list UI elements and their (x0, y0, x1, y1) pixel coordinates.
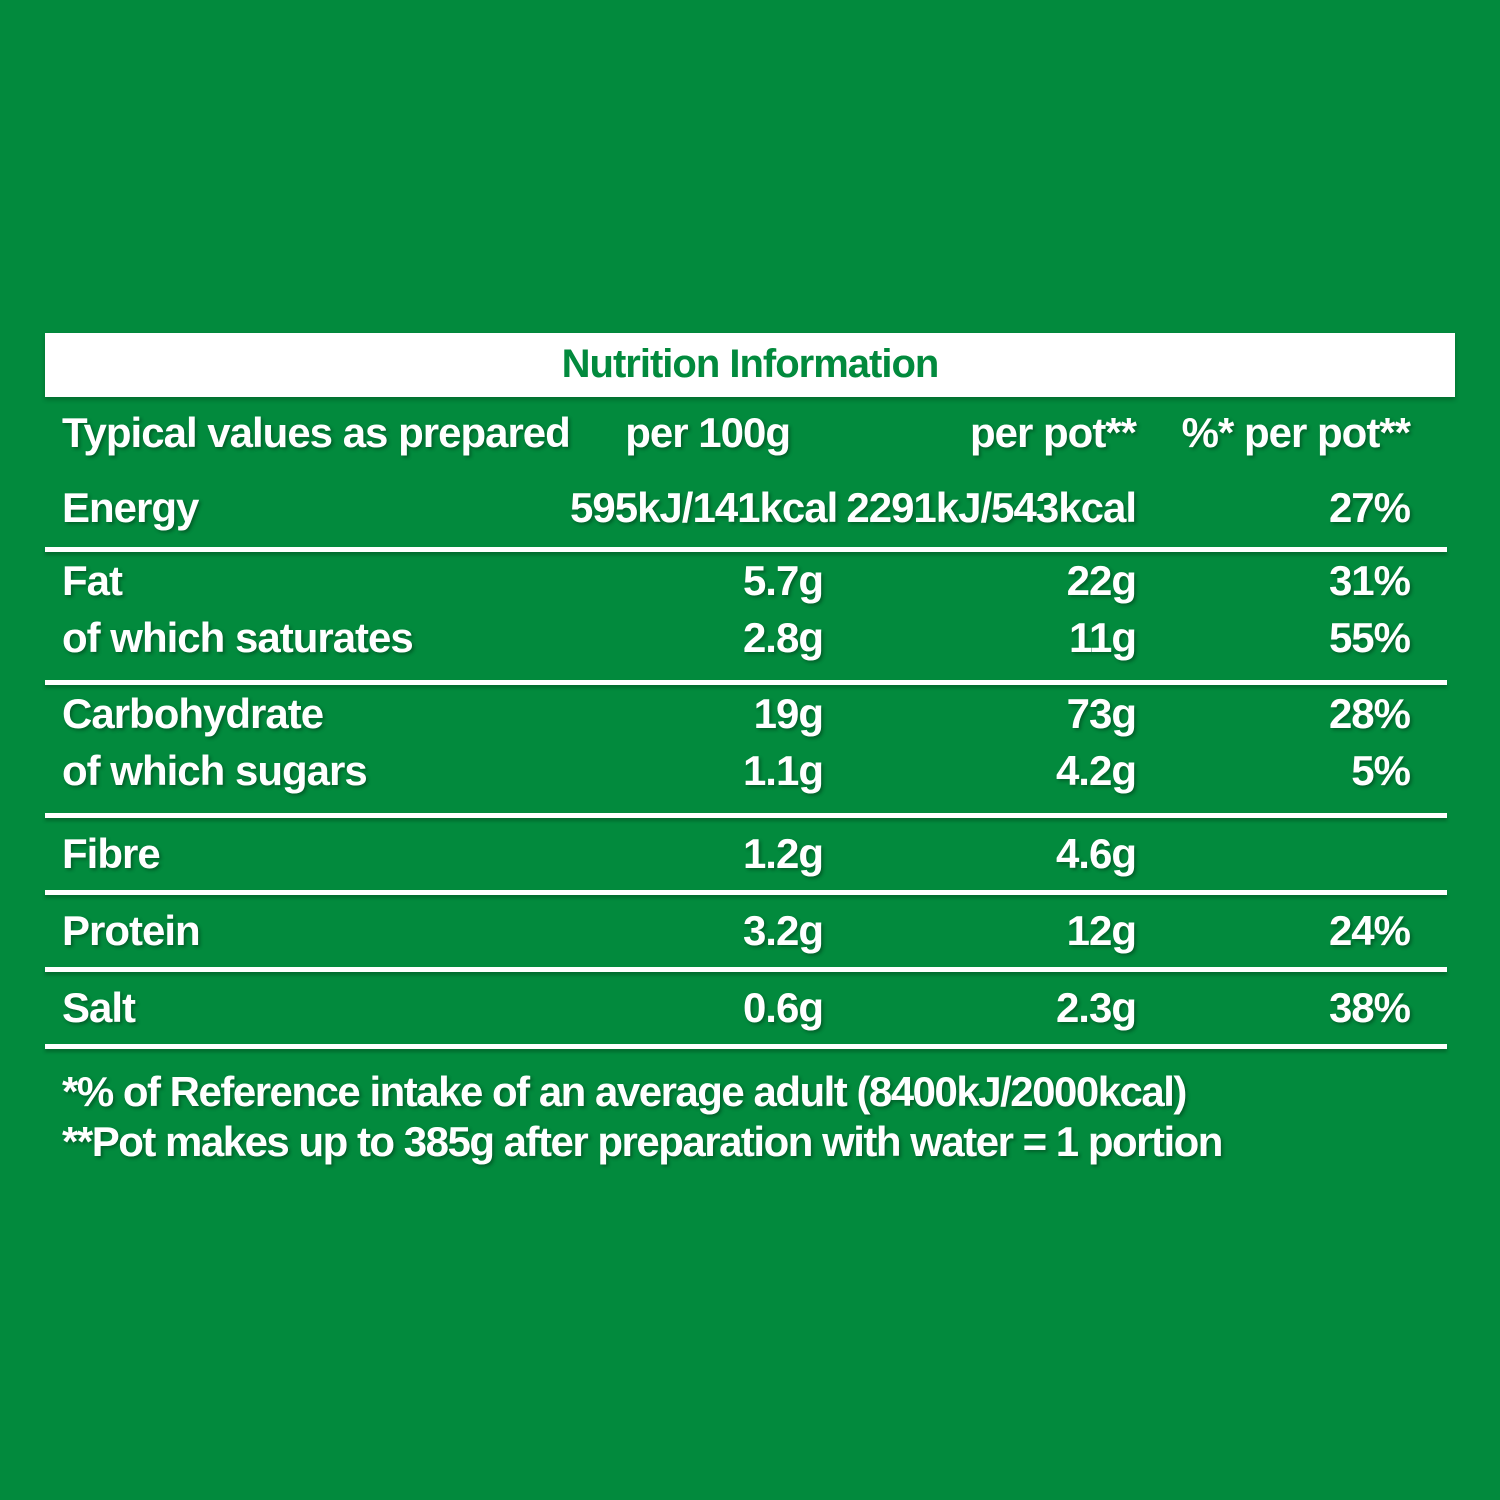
row-label: of which saturates (62, 613, 414, 661)
footnote-pot-preparation: **Pot makes up to 385g after preparation… (62, 1118, 1223, 1165)
table-body: Energy 595kJ/141kcal 2291kJ/543kcal 27% … (45, 469, 1455, 1049)
per-pot-value: 2291kJ/543kcal (846, 484, 1137, 531)
column-header-typical-values: Typical values as prepared (62, 409, 571, 456)
per-100g-value: 1.2g (742, 830, 824, 877)
row-label: of which sugars (62, 746, 368, 794)
column-header-per-100g: per 100g (625, 409, 791, 456)
percent-value: 27% (1328, 484, 1411, 531)
row-divider (45, 890, 1447, 895)
percent-value: 5% (1351, 746, 1411, 794)
percent-value: 24% (1328, 907, 1411, 954)
table-row: Fat 5.7g 22g 31% (45, 552, 1447, 609)
table-row: Carbohydrate 19g 73g 28% (45, 685, 1447, 742)
per-pot-value: 2.3g (1055, 984, 1137, 1031)
per-pot-value: 11g (1068, 613, 1137, 661)
per-100g-value: 1.1g (742, 746, 824, 794)
table-row: Fibre 1.2g 4.6g (45, 818, 1447, 890)
table-header-row: Typical values as prepared per 100g per … (45, 397, 1447, 469)
per-pot-value: 73g (1066, 689, 1137, 737)
per-100g-value: 3.2g (742, 907, 824, 954)
percent-value: 55% (1328, 613, 1411, 661)
row-divider (45, 547, 1447, 552)
table-row: Energy 595kJ/141kcal 2291kJ/543kcal 27% (45, 469, 1447, 547)
title-banner: Nutrition Information (45, 333, 1455, 397)
row-label: Fibre (62, 830, 161, 877)
table-row: Salt 0.6g 2.3g 38% (45, 972, 1447, 1044)
table-row: Protein 3.2g 12g 24% (45, 895, 1447, 967)
percent-value: 28% (1328, 689, 1411, 737)
row-divider (45, 680, 1447, 685)
per-pot-value: 4.6g (1055, 830, 1137, 877)
page-title: Nutrition Information (561, 341, 940, 386)
row-label: Energy (62, 484, 199, 531)
footnote-reference-intake: *% of Reference intake of an average adu… (62, 1068, 1187, 1115)
per-100g-value: 19g (753, 689, 824, 737)
per-pot-value: 12g (1066, 907, 1137, 954)
nutrition-label: Nutrition Information Typical values as … (45, 333, 1455, 1167)
per-100g-value: 595kJ/141kcal (570, 484, 838, 531)
row-label: Fat (62, 556, 123, 604)
table-row: of which saturates 2.8g 11g 55% (45, 609, 1447, 680)
row-label: Protein (62, 907, 201, 954)
per-100g-value: 2.8g (742, 613, 824, 661)
table-row: of which sugars 1.1g 4.2g 5% (45, 742, 1447, 813)
row-label: Salt (62, 984, 136, 1031)
per-100g-value: 0.6g (742, 984, 824, 1031)
per-pot-value: 4.2g (1055, 746, 1137, 794)
percent-value: 31% (1328, 556, 1411, 604)
percent-value: 38% (1328, 984, 1411, 1031)
row-divider (45, 1044, 1447, 1049)
row-divider (45, 813, 1447, 818)
column-header-pct-per-pot: %* per pot** (1181, 409, 1411, 456)
footnotes: *% of Reference intake of an average adu… (45, 1067, 1455, 1167)
row-divider (45, 967, 1447, 972)
column-header-per-pot: per pot** (969, 409, 1137, 456)
per-pot-value: 22g (1066, 556, 1137, 604)
row-label: Carbohydrate (62, 689, 324, 737)
per-100g-value: 5.7g (742, 556, 824, 604)
